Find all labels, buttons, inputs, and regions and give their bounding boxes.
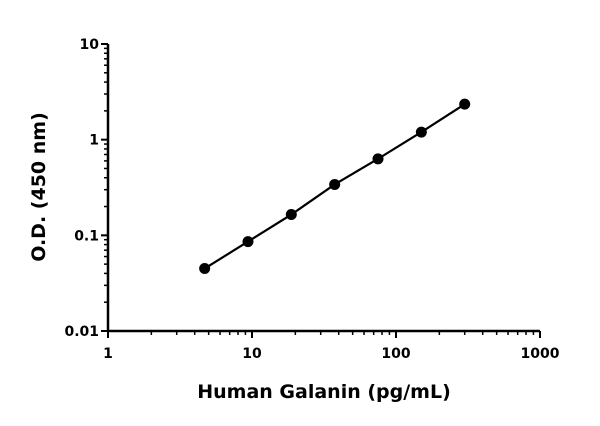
data-point [415,126,427,138]
x-axis-label: Human Galanin (pg/mL) [197,381,451,403]
x-tick-label: 10 [242,346,262,362]
series [199,98,471,275]
data-point [199,263,211,275]
x-tick-label: 1 [103,346,113,362]
data-point [459,98,471,110]
data-point [285,209,297,221]
y-axis-label: O.D. (450 nm) [28,112,50,262]
y-tick-label: 10 [80,37,100,53]
axes: 1 10 100 1000 0.01 0.1 1 10 [64,37,559,362]
y-tick-label: 0.01 [64,324,99,340]
data-point [372,153,384,165]
x-tick-label: 1000 [521,346,560,362]
y-tick-label: 1 [89,133,99,149]
data-point [329,178,341,190]
x-tick-label: 100 [381,346,410,362]
y-tick-label: 0.1 [74,228,99,244]
data-point [242,236,254,248]
